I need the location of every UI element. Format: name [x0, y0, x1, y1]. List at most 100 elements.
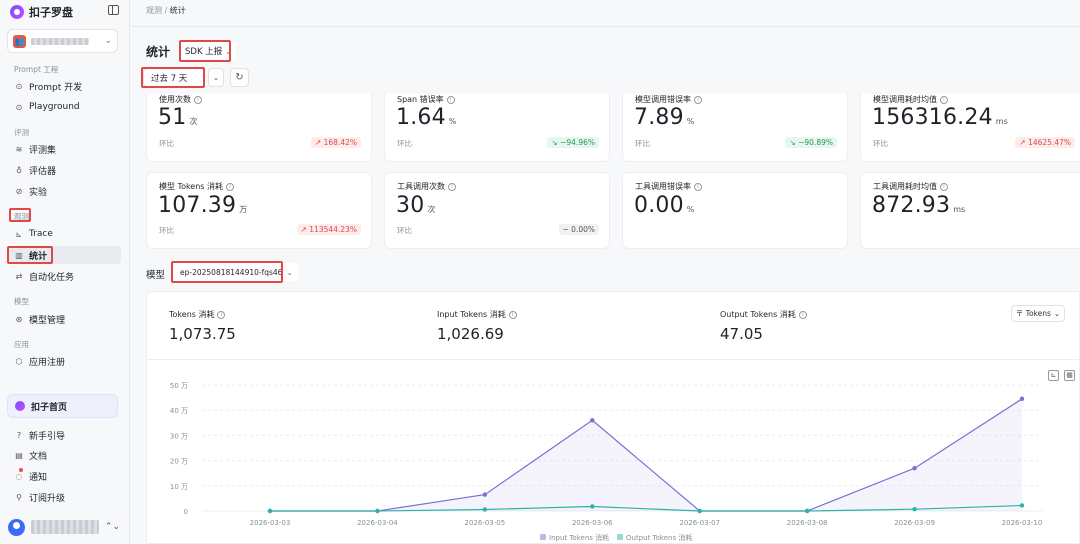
group-title-model: 模型 — [14, 297, 29, 306]
group-title-prompt: Prompt 工程 — [14, 65, 59, 74]
sidebar-item-automation[interactable]: ⇄ 自动化任务 — [9, 267, 121, 285]
metric-label: 使用次数 i — [159, 94, 202, 105]
sidebar-item-model-manage[interactable]: ⊛ 模型管理 — [9, 310, 121, 328]
metric-unit: ms — [995, 117, 1008, 126]
sidebar-item-experiment[interactable]: ⊘ 实验 — [9, 182, 121, 200]
data-point — [267, 508, 273, 514]
chevron-down-icon: ⌄ — [1053, 309, 1061, 318]
metric-card: 模型调用耗时均值 i 156316.24 ms 环比 ↗ 14625.47% — [860, 94, 1080, 162]
line-chart-icon[interactable]: ⊾ — [1048, 370, 1059, 381]
data-point — [912, 465, 917, 471]
y-tick-label: 10 万 — [170, 483, 188, 491]
page-title: 统计 — [146, 45, 171, 59]
time-range-dropdown[interactable]: ⌄ — [208, 68, 224, 87]
bell-icon: ◌ — [15, 471, 23, 481]
info-icon[interactable]: i — [940, 95, 948, 104]
refresh-button[interactable]: ↻ — [230, 68, 249, 87]
sidebar-item-eval-set[interactable]: ≋ 评测集 — [9, 140, 121, 158]
info-icon[interactable]: i — [226, 182, 235, 191]
series-line-input — [270, 398, 1023, 512]
source-select[interactable]: SDK 上报 ⌄ — [181, 42, 236, 60]
source-select-value: SDK 上报 — [185, 47, 223, 57]
metric-card: 工具调用错误率 i 0.00% — [622, 172, 848, 249]
breadcrumb-parent[interactable]: 观测 — [146, 6, 162, 15]
sidebar-item-label: Trace — [29, 229, 53, 239]
info-icon[interactable]: i — [694, 95, 702, 104]
legend-label: Input Tokens 消耗 — [549, 533, 609, 542]
metric-value: 51 次 — [158, 105, 197, 130]
model-label: 模型 — [146, 270, 166, 281]
sidebar-item-notify[interactable]: ◌ 通知 — [9, 467, 121, 485]
sidebar-item-label: 文档 — [29, 451, 48, 462]
workspace-avatar: 👥 — [13, 34, 26, 48]
user-avatar — [8, 518, 25, 536]
home-label: 扣子首页 — [31, 402, 68, 413]
metric-label: 模型调用错误率 i — [635, 94, 702, 105]
metric-compare-label: 环比 — [873, 139, 888, 148]
sidebar-item-evaluator[interactable]: ♁ 评估器 — [9, 161, 121, 179]
sidebar-collapse-icon[interactable] — [108, 5, 119, 15]
sidebar-item-label: 新手引导 — [29, 431, 66, 442]
data-point — [1019, 396, 1025, 402]
header-divider — [131, 26, 1080, 27]
info-icon[interactable]: i — [446, 95, 455, 104]
tokens-input-label: Input Tokens 消耗 i — [437, 309, 517, 320]
sidebar-item-upgrade[interactable]: ⚲ 订阅升级 — [9, 488, 121, 506]
chevron-down-icon: ⌄ — [104, 36, 112, 46]
bar-chart-icon: ▥ — [15, 250, 23, 260]
refresh-icon: ↻ — [235, 72, 244, 83]
sidebar-item-docs[interactable]: ▤ 文档 — [9, 446, 121, 464]
metric-label-text: 工具调用错误率 — [635, 182, 691, 191]
tokens-unit-select[interactable]: 〒 Tokens ⌄ — [1011, 305, 1065, 322]
model-icon: ⊛ — [15, 314, 23, 324]
metric-unit: 次 — [427, 205, 436, 214]
highlight-box — [7, 246, 53, 264]
info-icon[interactable]: i — [448, 182, 456, 191]
automation-icon: ⇄ — [15, 271, 23, 281]
user-menu[interactable]: ⌃⌄ — [8, 516, 120, 538]
model-select-value: ep-20250818144910-fqs46 — [180, 267, 283, 277]
x-tick-label: 2026-03-09 — [894, 519, 935, 527]
data-point — [590, 418, 595, 423]
sidebar-item-stats[interactable]: ▥ 统计 — [9, 246, 121, 264]
info-icon[interactable]: i — [194, 95, 202, 104]
sidebar-item-app-register[interactable]: ⬡ 应用注册 — [9, 352, 121, 370]
metric-delta-badge: ↘ −90.89% — [785, 137, 837, 148]
info-icon[interactable]: i — [508, 310, 517, 319]
tokens-total-label-text: Tokens 消耗 — [169, 310, 215, 319]
info-icon[interactable]: i — [217, 310, 226, 319]
metric-value: 7.89% — [634, 105, 694, 130]
evaluator-icon: ♁ — [16, 165, 22, 175]
legend-swatch — [617, 534, 623, 540]
legend-label: Output Tokens 消耗 — [626, 533, 692, 542]
sidebar-item-guide[interactable]: ? 新手引导 — [9, 426, 121, 444]
sidebar-item-label: 模型管理 — [29, 315, 66, 326]
app-logo[interactable]: 扣子罗盘 — [10, 4, 73, 20]
info-icon[interactable]: i — [798, 310, 807, 319]
metric-label: 模型调用耗时均值 i — [873, 94, 948, 105]
table-icon[interactable]: ▦ — [1064, 370, 1075, 381]
home-logo-icon — [15, 401, 25, 411]
chevron-down-icon: ⌄ — [225, 46, 232, 56]
x-tick-label: 2026-03-06 — [572, 519, 613, 527]
metric-number: 1.64 — [396, 105, 446, 130]
model-select[interactable]: ep-20250818144910-fqs46 ⌄ — [174, 263, 299, 281]
sidebar-item-prompt-dev[interactable]: ⊙ Prompt 开发 — [9, 77, 121, 95]
legend-swatch — [540, 534, 546, 540]
trace-icon: ⊾ — [15, 229, 23, 239]
metric-card: 模型调用错误率 i 7.89% 环比 ↘ −90.89% — [622, 94, 848, 162]
y-tick-label: 20 万 — [170, 458, 188, 466]
info-icon[interactable]: i — [940, 182, 948, 191]
metric-unit: % — [448, 117, 457, 126]
home-button[interactable]: 扣子首页 — [7, 394, 118, 418]
sidebar-item-trace[interactable]: ⊾ Trace — [9, 225, 121, 243]
metric-delta-badge: − 0.00% — [558, 224, 599, 235]
info-icon[interactable]: i — [694, 182, 702, 191]
metric-label-text: 工具调用次数 — [397, 182, 445, 191]
app-logo-icon — [10, 5, 24, 19]
highlight-box — [9, 208, 31, 222]
cube-icon: ⬡ — [15, 356, 23, 366]
sidebar-item-label: 自动化任务 — [29, 272, 75, 283]
sidebar-item-playground[interactable]: ⊙ Playground — [9, 98, 121, 116]
workspace-switcher[interactable]: 👥 ⌄ — [7, 29, 118, 53]
